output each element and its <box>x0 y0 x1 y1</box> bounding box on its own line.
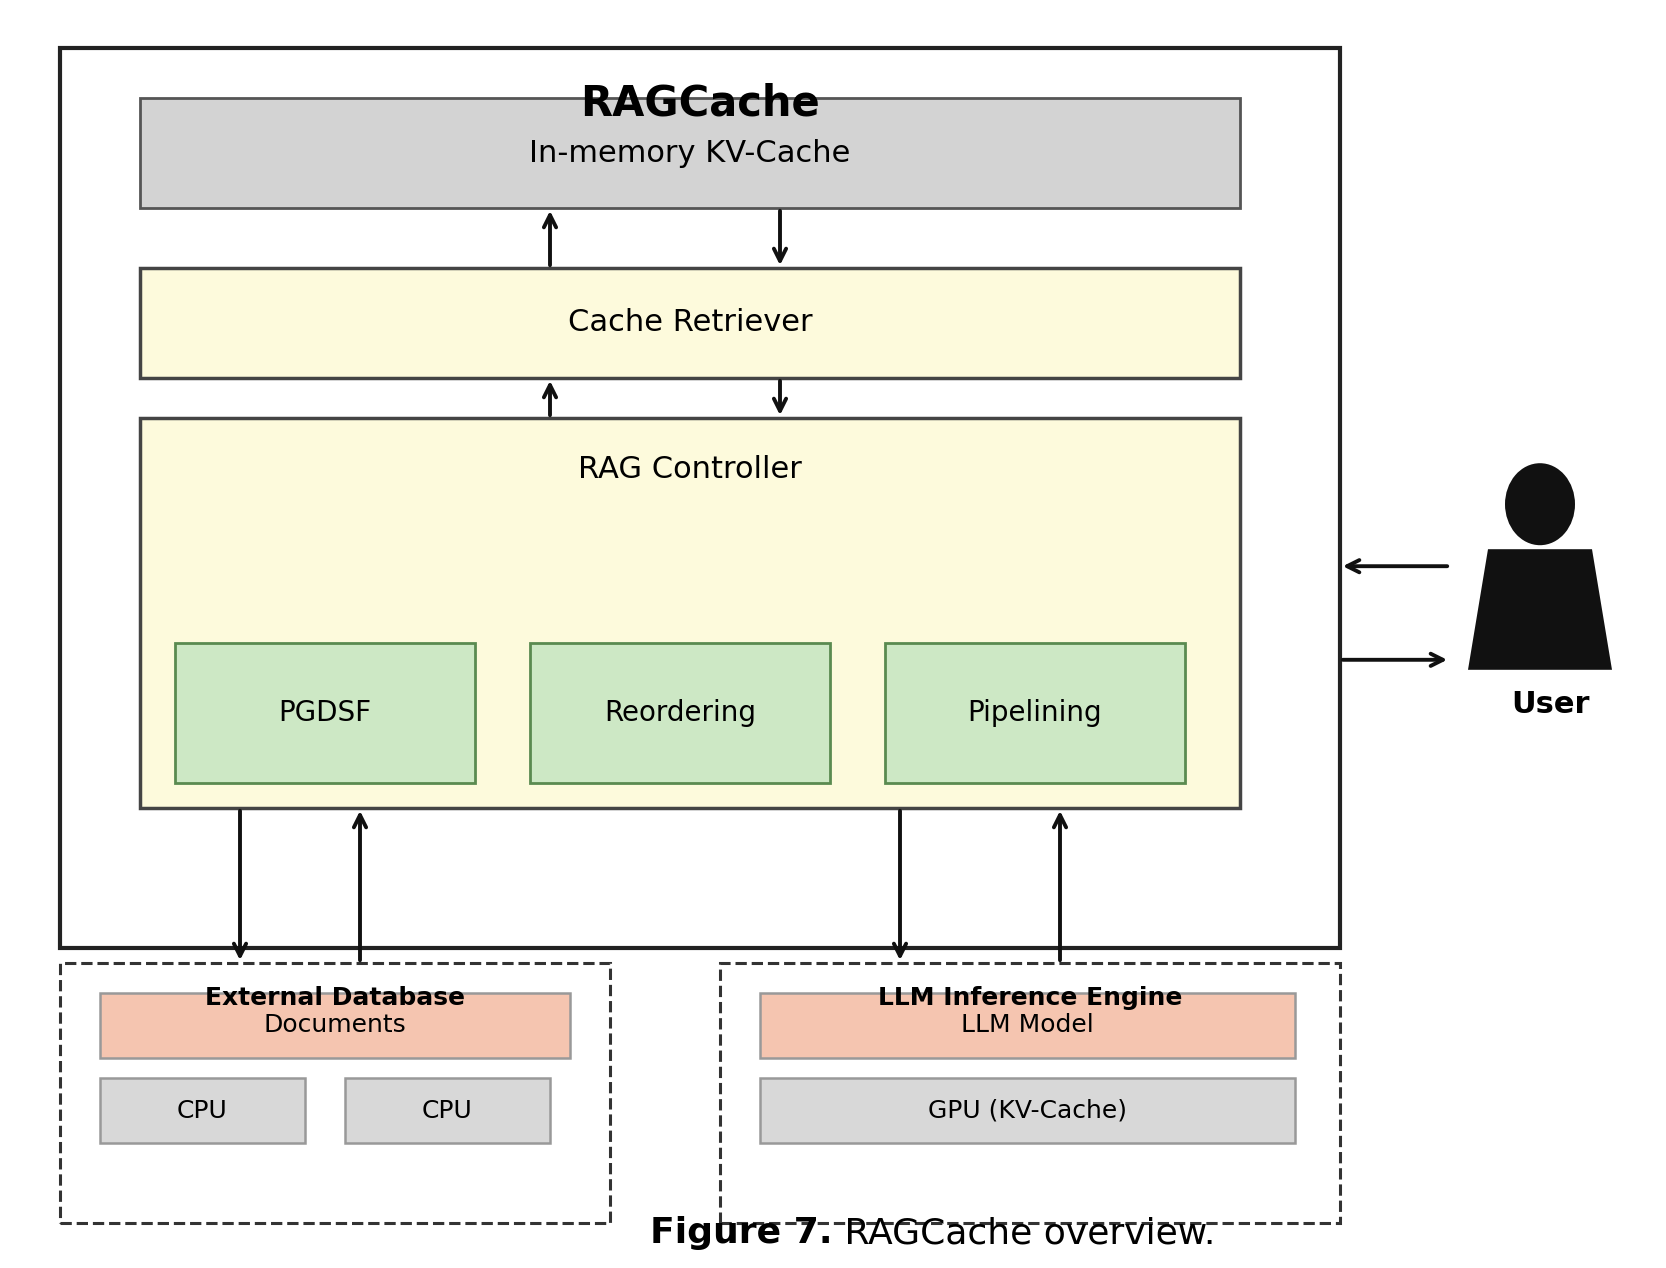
Bar <box>760 1078 1294 1142</box>
Text: Pipelining: Pipelining <box>968 699 1103 727</box>
Text: RAGCache overview.: RAGCache overview. <box>833 1216 1216 1250</box>
Text: Cache Retriever: Cache Retriever <box>568 308 813 337</box>
Text: CPU: CPU <box>177 1098 228 1122</box>
Bar <box>885 643 1185 784</box>
Bar <box>60 48 1339 948</box>
Text: LLM Inference Engine: LLM Inference Engine <box>878 987 1183 1011</box>
Bar <box>760 993 1294 1058</box>
Bar <box>720 962 1339 1224</box>
Text: Reordering: Reordering <box>605 699 756 727</box>
Text: In-memory KV-Cache: In-memory KV-Cache <box>530 138 851 167</box>
Text: CPU: CPU <box>421 1098 473 1122</box>
Text: PGDSF: PGDSF <box>278 699 372 727</box>
Bar <box>530 643 830 784</box>
Text: External Database: External Database <box>205 987 465 1011</box>
Text: RAGCache: RAGCache <box>580 82 820 124</box>
Bar <box>100 993 570 1058</box>
Bar <box>345 1078 550 1142</box>
Text: RAG Controller: RAG Controller <box>578 455 801 484</box>
Text: GPU (KV-Cache): GPU (KV-Cache) <box>928 1098 1126 1122</box>
Ellipse shape <box>1504 463 1574 545</box>
Text: Documents: Documents <box>263 1013 407 1037</box>
Polygon shape <box>1468 549 1613 670</box>
Text: User: User <box>1511 690 1589 719</box>
Bar <box>140 98 1240 208</box>
Text: LLM Model: LLM Model <box>961 1013 1095 1037</box>
Bar <box>140 418 1240 808</box>
Bar <box>100 1078 305 1142</box>
Bar <box>140 268 1240 378</box>
Bar <box>175 643 475 784</box>
Text: Figure 7.: Figure 7. <box>650 1216 833 1250</box>
Bar <box>60 962 610 1224</box>
